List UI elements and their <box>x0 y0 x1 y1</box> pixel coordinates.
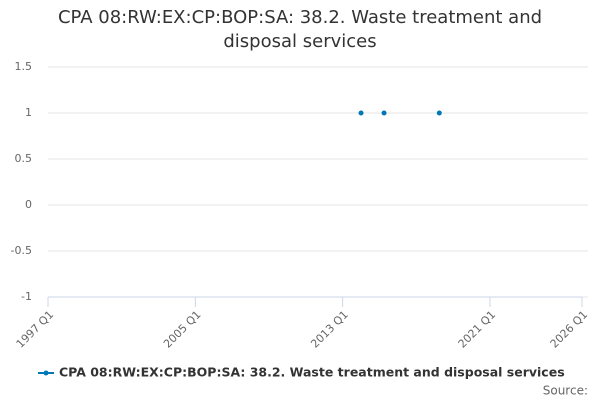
x-tick-label: 2026 Q1 <box>548 308 591 351</box>
y-tick-label: -1 <box>21 290 32 303</box>
legend-marker <box>43 370 49 376</box>
y-tick-label: 0.5 <box>15 152 33 165</box>
legend-label: CPA 08:RW:EX:CP:BOP:SA: 38.2. Waste trea… <box>59 365 565 380</box>
point <box>381 110 387 116</box>
x-tick-label: 1997 Q1 <box>14 308 57 351</box>
y-tick-label: 1 <box>25 106 32 119</box>
y-tick-label: 0 <box>25 198 32 211</box>
x-tick-label: 2013 Q1 <box>308 308 351 351</box>
y-tick-label: 1.5 <box>15 60 33 73</box>
source: Source: <box>543 384 588 398</box>
y-tick-label: -0.5 <box>11 244 32 257</box>
chart-title: CPA 08:RW:EX:CP:BOP:SA: 38.2. Waste trea… <box>57 7 543 52</box>
point <box>436 110 442 116</box>
point <box>358 110 364 116</box>
x-tick-label: 2021 Q1 <box>456 308 499 351</box>
x-tick-label: 2005 Q1 <box>161 308 204 351</box>
